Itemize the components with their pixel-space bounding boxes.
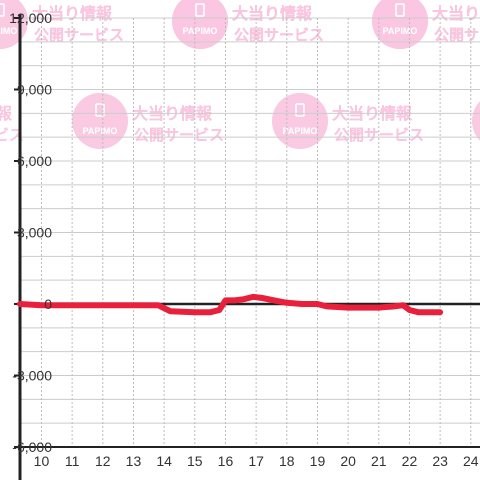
watermark-brand: PAPIMO	[183, 26, 218, 36]
x-tick-label: 16	[218, 453, 234, 469]
y-tick-label: 0	[44, 296, 52, 312]
x-tick-label: 21	[371, 453, 387, 469]
watermark-circle	[72, 93, 128, 149]
watermark-phone-icon	[95, 103, 105, 117]
watermark-phone-icon	[0, 3, 5, 17]
watermark-phone-icon	[395, 3, 405, 17]
x-tick-label: 13	[126, 453, 142, 469]
y-tick-label: 6,000	[17, 153, 52, 169]
watermark-brand: PAPIMO	[0, 26, 17, 36]
x-tick-label: 24	[463, 453, 479, 469]
watermark-line2: 公開サービス	[234, 26, 324, 44]
watermark-line2: 公開サービス	[434, 26, 480, 44]
y-tick-label: 12,000	[9, 10, 52, 26]
watermark-line2: 公開サービス	[434, 26, 480, 44]
watermark-line2: 公開サービス	[34, 26, 124, 44]
x-tick-label: 11	[65, 453, 80, 469]
x-tick-label: 20	[340, 453, 356, 469]
watermark-line2: 公開サービス	[434, 26, 480, 44]
watermark-line2: 公開サービス	[34, 26, 124, 44]
x-tick-label: 23	[432, 453, 448, 469]
watermark-line2: 公開サービス	[134, 126, 224, 144]
watermark-circle	[272, 93, 328, 149]
watermark-line1: 大当り情報	[0, 104, 13, 123]
y-tick-label: -6,000	[12, 439, 52, 455]
x-tick-label: 15	[187, 453, 203, 469]
watermark-phone-icon	[295, 103, 305, 117]
x-tick-label: 17	[248, 453, 264, 469]
x-tick-label: 18	[279, 453, 295, 469]
watermark-circle	[172, 0, 228, 49]
x-tick-label: 22	[402, 453, 418, 469]
y-tick-label: -3,000	[12, 368, 52, 384]
watermark-line2: 公開サービス	[0, 126, 24, 144]
watermark-line1: 大当り情報	[232, 4, 313, 23]
x-tick-label: 10	[34, 453, 50, 469]
x-tick-label: 14	[156, 453, 172, 469]
x-tick-label: 19	[310, 453, 326, 469]
grid-layer	[20, 17, 480, 448]
series-line	[17, 293, 444, 316]
y-tick-label: 9,000	[17, 82, 52, 98]
series-layer	[17, 293, 444, 316]
watermark-circle	[372, 0, 428, 49]
x-tick-label: 12	[95, 453, 111, 469]
watermark-brand: PAPIMO	[383, 26, 418, 36]
watermark-circle	[472, 101, 480, 141]
watermark-brand: PAPIMO	[283, 126, 318, 136]
watermark-line2: 公開サービス	[134, 126, 224, 144]
watermark-brand: PAPIMO	[83, 126, 118, 136]
watermark-phone-icon	[195, 3, 205, 17]
y-tick-label: 3,000	[17, 225, 52, 241]
watermark-line1: 大当り情報	[432, 4, 480, 23]
watermark-layer: PAPIMO大当り情報公開サービスPAPIMO大当り情報公開サービスPAPIMO…	[0, 0, 480, 149]
